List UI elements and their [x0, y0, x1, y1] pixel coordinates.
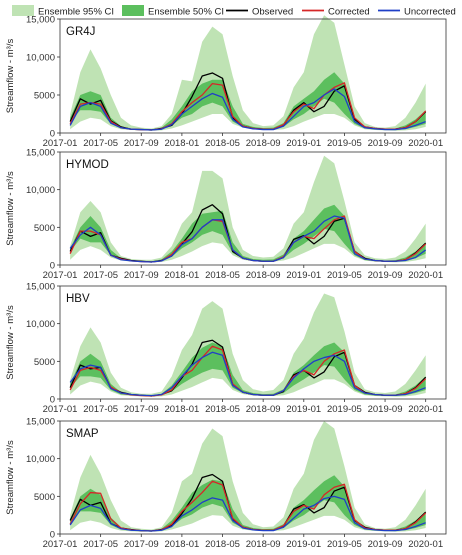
y-tick-label: 0: [50, 395, 55, 406]
x-tick-label: 2019-01: [286, 138, 321, 149]
series-uncorrected-line: [69, 215, 427, 263]
x-tick-label: 2019-01: [286, 270, 321, 281]
ci95-band: [70, 155, 426, 263]
x-tick-label: 2017-09: [124, 270, 159, 281]
x-tick-label: 2018-01: [164, 539, 199, 550]
x-tick-label: 2017-05: [83, 539, 118, 550]
ci95-band: [70, 15, 426, 131]
series-uncorrected-line: [69, 351, 426, 397]
x-tick-label: 2019-09: [368, 270, 403, 281]
y-axis-label: Streamflow - m³/s: [5, 440, 16, 515]
x-tick-label: 2018-01: [164, 138, 199, 149]
y-axis-label: Streamflow - m³/s: [5, 305, 16, 380]
x-tick-label: 2020-01: [408, 270, 443, 281]
y-tick-label: 5000: [34, 223, 55, 234]
legend-ci95-label: Ensemble 95% CI: [38, 7, 114, 18]
x-tick-label: 2017-05: [83, 404, 118, 415]
y-tick-label: 10,000: [26, 454, 55, 465]
x-tick-label: 2018-05: [205, 539, 240, 550]
y-tick-label: 15,000: [26, 15, 55, 26]
legend-observed-label: Observed: [252, 7, 293, 18]
x-tick-label: 2018-05: [205, 404, 240, 415]
x-tick-label: 2017-01: [43, 539, 78, 550]
y-tick-label: 0: [50, 261, 55, 272]
y-tick-label: 0: [50, 129, 55, 140]
x-tick-label: 2018-01: [164, 404, 199, 415]
x-tick-label: 2017-09: [124, 539, 159, 550]
x-tick-label: 2018-09: [246, 539, 281, 550]
y-tick-label: 5000: [34, 91, 55, 102]
y-tick-label: 15,000: [26, 148, 55, 159]
x-tick-label: 2019-05: [327, 270, 362, 281]
legend-ci95-swatch: [12, 5, 34, 16]
series-uncorrected-line: [69, 495, 426, 532]
x-tick-label: 2019-05: [327, 404, 362, 415]
y-axis-label: Streamflow - m³/s: [5, 171, 16, 246]
plot-frame: [59, 285, 447, 400]
x-tick-label: 2019-05: [327, 539, 362, 550]
legend: Ensemble 95% CI Ensemble 50% CI Observed Co…: [12, 5, 456, 18]
plot-frame: [59, 18, 447, 134]
x-tick-label: 2019-09: [368, 138, 403, 149]
x-tick-label: 2019-09: [368, 539, 403, 550]
x-tick-label: 2019-01: [286, 539, 321, 550]
ci50-band: [70, 475, 426, 531]
ci95-band: [70, 293, 426, 397]
x-tick-label: 2020-01: [408, 404, 443, 415]
y-tick-label: 5000: [34, 357, 55, 368]
panel-hbv: HBV 0 5000 10,000 15,000 2017-01 2017-05 2017-0…: [5, 282, 447, 415]
panel-title: HYMOD: [66, 159, 109, 171]
panel-hymod: HYMOD 0 5000 10,000 15,000 2017-01 2017-05 2017…: [5, 148, 447, 281]
x-tick-label: 2017-09: [124, 404, 159, 415]
x-tick-label: 2017-01: [43, 404, 78, 415]
x-tick-label: 2019-09: [368, 404, 403, 415]
x-tick-label: 2018-05: [205, 138, 240, 149]
x-tick-label: 2017-01: [43, 138, 78, 149]
plot-frame: [59, 420, 447, 535]
legend-ci50-label: Ensemble 50% CI: [148, 7, 224, 18]
series-uncorrected-line: [69, 88, 426, 131]
y-axis-label: Streamflow - m³/s: [5, 39, 16, 114]
legend-ci50-swatch: [122, 5, 144, 16]
x-tick-label: 2018-09: [246, 404, 281, 415]
x-tick-label: 2019-01: [286, 404, 321, 415]
y-tick-label: 10,000: [26, 53, 55, 64]
panel-smap: SMAP 0 5000 10,000 15,000 2017-01 2017-05 2017-…: [5, 417, 447, 550]
y-tick-label: 15,000: [26, 417, 55, 428]
x-tick-label: 2018-09: [246, 138, 281, 149]
x-tick-label: 2020-01: [408, 539, 443, 550]
x-tick-label: 2018-09: [246, 270, 281, 281]
plot-frame: [59, 151, 447, 266]
panel-title: HBV: [66, 293, 90, 305]
y-tick-label: 5000: [34, 492, 55, 503]
x-tick-label: 2017-05: [83, 138, 118, 149]
y-tick-label: 10,000: [26, 319, 55, 330]
legend-uncorrected-label: Uncorrected: [404, 7, 456, 18]
panel-gr4j: GR4J 0 5000 10,000 15,000 2017-01 2017-05 2017-…: [5, 15, 447, 149]
y-tick-label: 10,000: [26, 185, 55, 196]
y-tick-label: 0: [50, 530, 55, 541]
panel-title: SMAP: [66, 428, 99, 440]
legend-corrected-label: Corrected: [328, 7, 370, 18]
x-tick-label: 2019-05: [327, 138, 362, 149]
x-tick-label: 2017-09: [124, 138, 159, 149]
x-tick-label: 2018-05: [205, 270, 240, 281]
ci95-band: [70, 421, 426, 532]
panel-title: GR4J: [66, 26, 95, 38]
x-tick-label: 2017-01: [43, 270, 78, 281]
x-tick-label: 2018-01: [164, 270, 199, 281]
y-tick-label: 15,000: [26, 282, 55, 293]
x-tick-label: 2017-05: [83, 270, 118, 281]
x-tick-label: 2020-01: [408, 138, 443, 149]
